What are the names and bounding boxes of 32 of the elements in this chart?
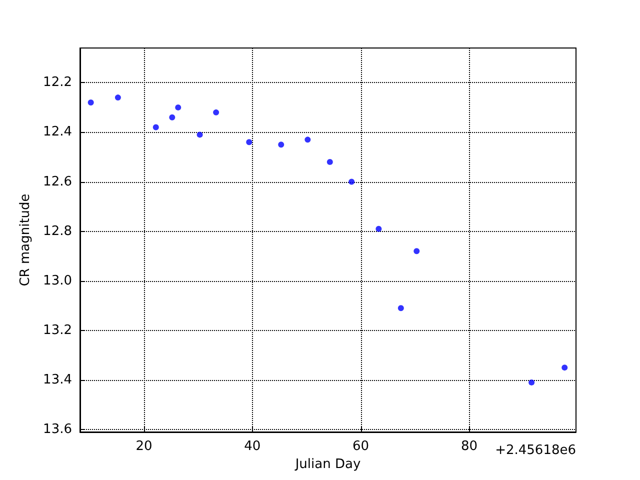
point xyxy=(213,109,220,116)
point xyxy=(528,379,535,386)
point xyxy=(88,100,94,106)
point xyxy=(414,248,420,254)
y-tick-label: 13.2 xyxy=(43,322,72,338)
point xyxy=(304,136,311,143)
point xyxy=(376,226,382,232)
x-tick-label: 80 xyxy=(460,439,478,454)
y-tick-label: 12.2 xyxy=(43,75,72,90)
point xyxy=(348,178,355,185)
y-axis-title: CR magnitude xyxy=(18,194,34,286)
point xyxy=(114,94,121,101)
point xyxy=(152,124,159,130)
y-tick-label: 13.4 xyxy=(43,372,72,388)
point xyxy=(196,132,203,138)
point xyxy=(278,142,284,148)
point xyxy=(246,139,252,146)
y-tick-label: 13.6 xyxy=(43,422,72,438)
point xyxy=(169,114,176,120)
y-tick-label: 12.8 xyxy=(43,224,72,239)
text: +2.45618e6 xyxy=(495,443,576,458)
y-tick-label: 13.0 xyxy=(43,273,72,288)
y-tick-label: 12.6 xyxy=(43,174,72,190)
point xyxy=(175,104,182,110)
x-tick-label: 60 xyxy=(352,439,370,454)
x-tick-label: 40 xyxy=(244,439,261,454)
point xyxy=(398,305,404,312)
x-tick-label: 20 xyxy=(136,439,152,454)
point xyxy=(326,158,333,165)
x-axis-title: Julian Day xyxy=(294,456,361,472)
point xyxy=(562,364,568,371)
y-tick-label: 12.4 xyxy=(43,124,72,140)
